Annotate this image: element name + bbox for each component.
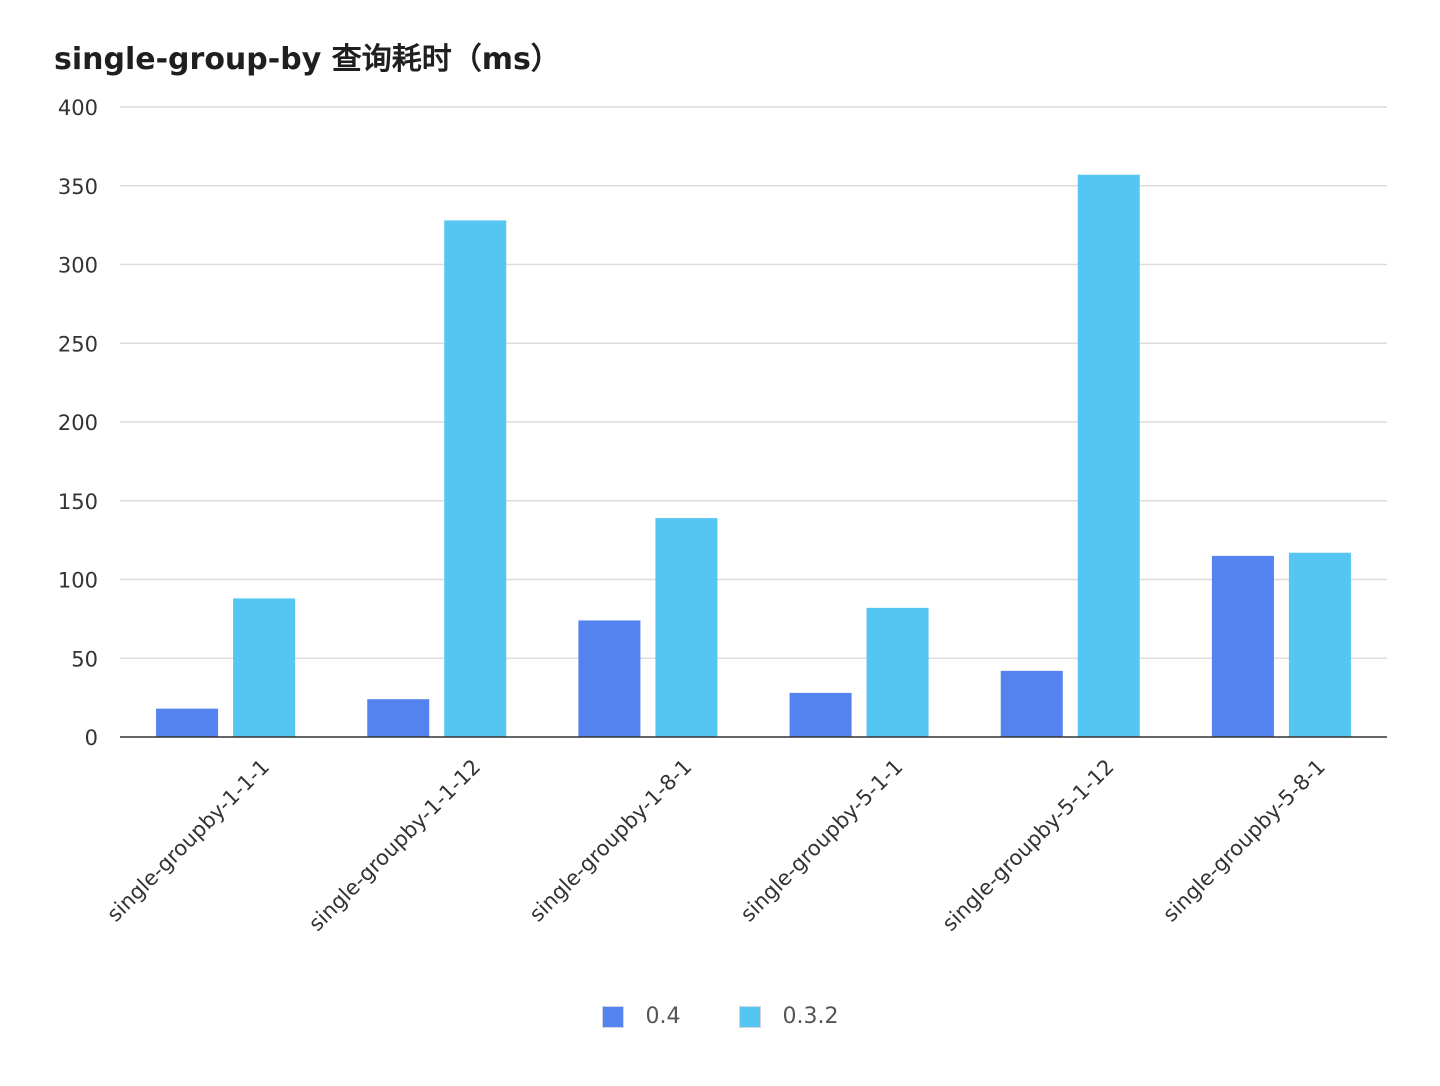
y-tick-label: 100 — [58, 569, 98, 593]
bar-series-0-3[interactable] — [789, 692, 852, 737]
legend-swatch-series-0 — [601, 1005, 624, 1028]
legend-item-series-0[interactable]: 0.4 — [601, 1004, 681, 1029]
x-tick-label: single-groupby-1-1-1 — [102, 755, 274, 927]
bar-series-0-4[interactable] — [1000, 670, 1063, 737]
bar-series-1-2[interactable] — [655, 518, 718, 737]
bar-series-1-5[interactable] — [1288, 552, 1351, 737]
gridlines — [120, 106, 1387, 659]
legend: 0.4 0.3.2 — [0, 1004, 1440, 1029]
y-tick-label: 300 — [58, 254, 98, 278]
bar-chart: 0 50 100 150 200 250 300 350 400 single-groupby-… — [58, 96, 1387, 936]
bar-series-1-4[interactable] — [1077, 174, 1140, 738]
x-axis-labels: single-groupby-1-1-1 single-groupby-1-1-1… — [102, 755, 1330, 936]
bar-series-0-1[interactable] — [367, 699, 430, 737]
bars — [156, 174, 1351, 738]
x-tick-label: single-groupby-1-8-1 — [525, 755, 697, 927]
y-tick-label: 0 — [85, 726, 98, 750]
legend-label-series-0: 0.4 — [645, 1004, 681, 1029]
y-tick-label: 200 — [58, 411, 98, 435]
y-tick-label: 250 — [58, 332, 98, 356]
x-tick-label: single-groupby-5-1-12 — [938, 755, 1119, 936]
x-tick-label: single-groupby-5-1-1 — [736, 755, 908, 927]
legend-item-series-1[interactable]: 0.3.2 — [738, 1004, 839, 1029]
chart-title: single-group-by 查询耗时（ms） — [54, 42, 561, 77]
bar-series-1-1[interactable] — [444, 220, 507, 737]
bar-series-1-0[interactable] — [233, 598, 296, 737]
y-tick-label: 400 — [58, 96, 98, 120]
x-tick-label: single-groupby-5-8-1 — [1158, 755, 1330, 927]
bar-series-1-3[interactable] — [866, 607, 929, 737]
y-tick-label: 50 — [71, 647, 98, 671]
y-tick-label: 150 — [58, 490, 98, 514]
bar-series-0-2[interactable] — [578, 620, 641, 737]
legend-label-series-1: 0.3.2 — [782, 1004, 839, 1029]
y-axis-ticks: 0 50 100 150 200 250 300 350 400 — [58, 96, 98, 750]
y-tick-label: 350 — [58, 175, 98, 199]
bar-series-0-5[interactable] — [1211, 555, 1274, 737]
bar-series-0-0[interactable] — [156, 708, 219, 737]
legend-swatch-series-1 — [738, 1005, 761, 1028]
x-tick-label: single-groupby-1-1-12 — [304, 755, 485, 936]
